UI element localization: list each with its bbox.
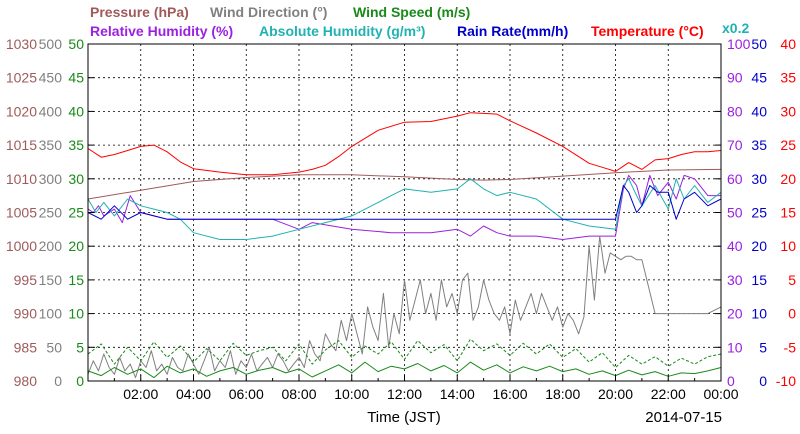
wind-speed-tick-label: 45 bbox=[68, 70, 84, 86]
pressure-tick-label: 980 bbox=[14, 373, 38, 389]
x-tick-label: 00:00 bbox=[703, 386, 738, 402]
temperature-tick-label: 20 bbox=[780, 171, 796, 187]
humidity-tick-label: 100 bbox=[727, 36, 751, 52]
pressure-tick-label: 1010 bbox=[6, 171, 37, 187]
temperature-tick-label: 40 bbox=[780, 36, 796, 52]
series-line bbox=[87, 174, 721, 240]
factor-label: x0.2 bbox=[722, 20, 749, 36]
rain-rate-tick-label: 20 bbox=[751, 238, 767, 254]
wind-speed-tick-label: 0 bbox=[76, 373, 84, 389]
humidity-tick-label: 0 bbox=[727, 373, 735, 389]
rain-rate-tick-label: 40 bbox=[751, 103, 767, 119]
humidity-tick-label: 40 bbox=[727, 238, 743, 254]
rain-rate-tick-label: 25 bbox=[751, 205, 767, 221]
series-line bbox=[87, 235, 722, 379]
series-line bbox=[87, 178, 722, 240]
wind-direction-tick-label: 300 bbox=[39, 171, 63, 187]
x-tick-label: 18:00 bbox=[545, 386, 580, 402]
wind-direction-tick-label: 500 bbox=[39, 36, 63, 52]
wind-direction-tick-label: 50 bbox=[46, 339, 62, 355]
wind-speed-tick-label: 15 bbox=[68, 272, 84, 288]
humidity-tick-label: 10 bbox=[727, 339, 743, 355]
rain-rate-tick-label: 15 bbox=[751, 272, 767, 288]
x-tick-label: 20:00 bbox=[598, 386, 633, 402]
temperature-tick-label: -5 bbox=[784, 339, 797, 355]
pressure-tick-label: 1025 bbox=[6, 70, 37, 86]
x-tick-label: 12:00 bbox=[387, 386, 422, 402]
series-line bbox=[87, 185, 722, 220]
x-tick-label: 06:00 bbox=[229, 386, 264, 402]
x-tick-label: 10:00 bbox=[334, 386, 369, 402]
rain-rate-tick-label: 45 bbox=[751, 70, 767, 86]
humidity-tick-label: 50 bbox=[727, 205, 743, 221]
x-tick-label: 08:00 bbox=[281, 386, 316, 402]
legend-wind-direction: Wind Direction (°) bbox=[210, 4, 327, 20]
wind-speed-tick-label: 50 bbox=[68, 36, 84, 52]
legend-pressure: Pressure (hPa) bbox=[90, 4, 189, 20]
wind-speed-tick-label: 20 bbox=[68, 238, 84, 254]
pressure-tick-label: 995 bbox=[14, 272, 38, 288]
legend-wind-speed: Wind Speed (m/s) bbox=[353, 4, 470, 20]
humidity-tick-label: 60 bbox=[727, 171, 743, 187]
wind-speed-tick-label: 5 bbox=[76, 339, 84, 355]
temperature-tick-label: 35 bbox=[780, 70, 796, 86]
wind-direction-tick-label: 400 bbox=[39, 103, 63, 119]
pressure-tick-label: 990 bbox=[14, 306, 38, 322]
pressure-tick-label: 1015 bbox=[6, 137, 37, 153]
humidity-tick-label: 30 bbox=[727, 272, 743, 288]
legend-relative-humidity: Relative Humidity (%) bbox=[90, 23, 233, 39]
humidity-tick-label: 80 bbox=[727, 103, 743, 119]
temperature-tick-label: -10 bbox=[776, 373, 796, 389]
temperature-tick-label: 30 bbox=[780, 103, 796, 119]
rain-rate-tick-label: 35 bbox=[751, 137, 767, 153]
wind-speed-tick-label: 10 bbox=[68, 306, 84, 322]
humidity-tick-label: 70 bbox=[727, 137, 743, 153]
wind-speed-tick-label: 40 bbox=[68, 103, 84, 119]
humidity-tick-label: 20 bbox=[727, 306, 743, 322]
legend-temperature: Temperature (°C) bbox=[591, 23, 704, 39]
wind-direction-tick-label: 350 bbox=[39, 137, 63, 153]
wind-direction-tick-label: 150 bbox=[39, 272, 63, 288]
series-line bbox=[87, 338, 722, 368]
rain-rate-tick-label: 5 bbox=[759, 339, 767, 355]
humidity-tick-label: 90 bbox=[727, 70, 743, 86]
wind-direction-tick-label: 0 bbox=[54, 373, 62, 389]
pressure-tick-label: 1005 bbox=[6, 205, 37, 221]
rain-rate-tick-label: 0 bbox=[759, 373, 767, 389]
temperature-tick-label: 5 bbox=[788, 272, 796, 288]
pressure-tick-label: 1030 bbox=[6, 36, 37, 52]
temperature-tick-label: 25 bbox=[780, 137, 796, 153]
rain-rate-tick-label: 50 bbox=[751, 36, 767, 52]
x-axis-label: Time (JST) bbox=[367, 409, 441, 426]
wind-speed-tick-label: 25 bbox=[68, 205, 84, 221]
wind-direction-tick-label: 100 bbox=[39, 306, 63, 322]
tick-marks bbox=[88, 43, 722, 382]
x-tick-label: 16:00 bbox=[492, 386, 527, 402]
series-line bbox=[87, 168, 722, 200]
legend-rain-rate: Rain Rate(mm/h) bbox=[457, 23, 568, 39]
wind-speed-tick-label: 35 bbox=[68, 137, 84, 153]
pressure-tick-label: 985 bbox=[14, 339, 38, 355]
temperature-tick-label: 15 bbox=[780, 205, 796, 221]
pressure-tick-label: 1020 bbox=[6, 103, 37, 119]
rain-rate-tick-label: 30 bbox=[751, 171, 767, 187]
wind-direction-tick-label: 200 bbox=[39, 238, 63, 254]
pressure-tick-label: 1000 bbox=[6, 238, 37, 254]
rain-rate-tick-label: 10 bbox=[751, 306, 767, 322]
temperature-tick-label: 10 bbox=[780, 238, 796, 254]
legend-absolute-humidity: Absolute Humidity (g/m³) bbox=[259, 23, 425, 39]
x-tick-label: 14:00 bbox=[440, 386, 475, 402]
wind-direction-tick-label: 250 bbox=[39, 205, 63, 221]
axis-tick-labels: 02:00 04:00 06:00 08:00 10:00 12:00 14:00 16:00… bbox=[6, 36, 796, 402]
x-tick-label: 04:00 bbox=[176, 386, 211, 402]
date-label: 2014-07-15 bbox=[645, 409, 722, 426]
wind-speed-tick-label: 30 bbox=[68, 171, 84, 187]
x-tick-label: 22:00 bbox=[651, 386, 686, 402]
x-tick-label: 02:00 bbox=[123, 386, 158, 402]
series-line bbox=[87, 112, 722, 176]
wind-direction-tick-label: 450 bbox=[39, 70, 63, 86]
temperature-tick-label: 0 bbox=[788, 306, 796, 322]
